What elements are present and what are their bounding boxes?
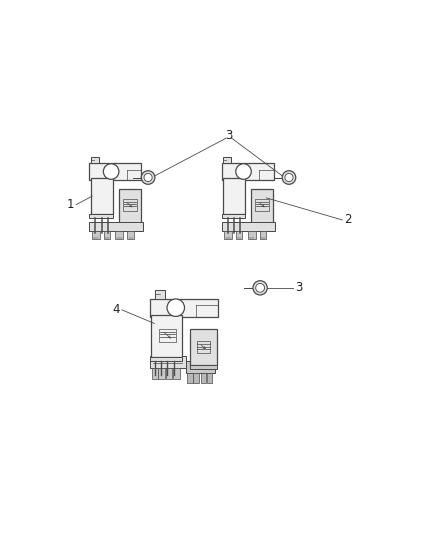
Bar bbox=[222, 163, 274, 180]
Bar bbox=[92, 231, 100, 239]
Text: 1: 1 bbox=[66, 198, 74, 211]
Bar bbox=[91, 178, 113, 214]
Bar bbox=[251, 223, 273, 227]
Circle shape bbox=[167, 299, 184, 317]
Bar bbox=[150, 298, 219, 317]
Bar bbox=[116, 231, 123, 239]
Bar bbox=[150, 356, 186, 368]
Bar bbox=[119, 223, 141, 227]
Bar bbox=[190, 365, 217, 369]
Bar bbox=[222, 222, 276, 231]
Bar bbox=[255, 199, 269, 211]
Bar bbox=[201, 373, 206, 383]
Bar bbox=[222, 214, 245, 217]
Bar bbox=[159, 368, 165, 379]
Bar bbox=[260, 231, 266, 239]
Bar bbox=[103, 231, 110, 239]
Circle shape bbox=[256, 284, 265, 292]
Bar bbox=[187, 373, 193, 383]
Bar bbox=[91, 157, 99, 163]
Text: 3: 3 bbox=[296, 281, 303, 294]
Bar bbox=[194, 373, 199, 383]
Bar bbox=[186, 361, 215, 373]
Bar bbox=[223, 178, 245, 214]
Bar bbox=[236, 231, 243, 239]
Bar bbox=[152, 368, 158, 379]
Circle shape bbox=[285, 173, 293, 182]
Bar bbox=[166, 368, 172, 379]
Bar bbox=[223, 157, 231, 163]
Bar bbox=[150, 357, 183, 361]
Bar bbox=[224, 231, 232, 239]
Circle shape bbox=[253, 281, 267, 295]
Bar bbox=[159, 328, 176, 342]
Bar bbox=[251, 189, 273, 223]
Bar bbox=[89, 222, 143, 231]
Bar bbox=[197, 341, 210, 353]
Bar bbox=[151, 315, 183, 357]
Bar bbox=[190, 329, 217, 365]
Bar bbox=[207, 373, 212, 383]
Bar bbox=[89, 163, 141, 180]
Bar bbox=[173, 368, 180, 379]
Circle shape bbox=[144, 173, 152, 182]
Bar bbox=[89, 214, 113, 217]
Text: 3: 3 bbox=[225, 128, 233, 142]
Bar bbox=[123, 199, 137, 211]
Bar bbox=[155, 290, 165, 298]
Circle shape bbox=[282, 171, 296, 184]
Bar bbox=[248, 231, 256, 239]
Bar bbox=[119, 189, 141, 223]
Circle shape bbox=[141, 171, 155, 184]
Circle shape bbox=[103, 164, 119, 179]
Text: 2: 2 bbox=[345, 213, 352, 227]
Text: 4: 4 bbox=[112, 303, 120, 317]
Bar bbox=[127, 231, 134, 239]
Circle shape bbox=[236, 164, 251, 179]
